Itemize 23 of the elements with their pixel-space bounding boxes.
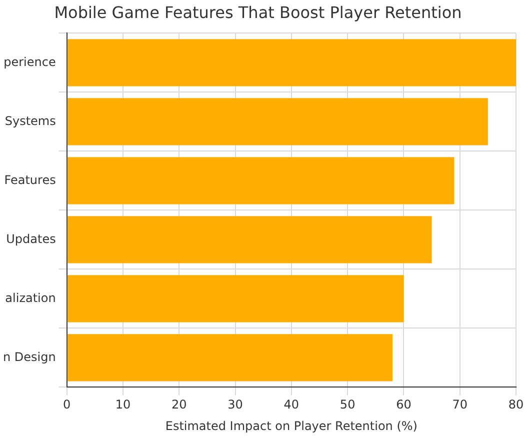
y-tick-label: Updates [6,232,56,246]
y-tick-label: Systems [4,114,56,128]
bar [67,275,404,322]
x-tick-label: 10 [115,398,131,412]
x-tick-label: 20 [172,398,187,412]
bar [67,157,454,204]
bar [67,216,432,264]
x-tick-label: 30 [228,398,243,412]
bar [67,334,392,382]
y-tick-label: n Design [2,350,56,364]
x-tick-label: 0 [63,398,71,412]
y-tick-label: alization [5,290,56,305]
x-tick-label: 70 [452,398,468,412]
x-tick-label: 80 [508,398,524,412]
chart-title: Mobile Game Features That Boost Player Retention [54,2,462,22]
x-tick-label: 50 [340,398,356,412]
y-tick-label: perience [4,54,56,69]
x-tick-label: 40 [284,398,300,412]
bar [67,98,488,146]
y-tick-label: Features [4,172,56,187]
x-axis-title: Estimated Impact on Player Retention (%) [165,418,418,433]
bar [67,39,516,86]
x-tick-label: 60 [396,398,412,412]
